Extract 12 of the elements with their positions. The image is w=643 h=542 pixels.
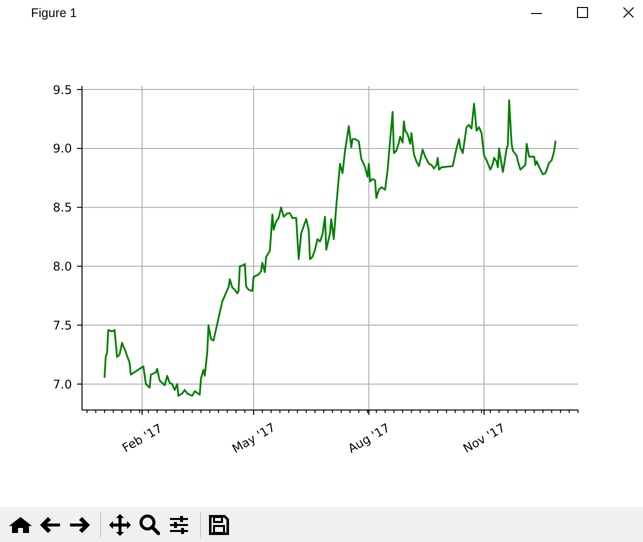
y-tick-label: 8.5 xyxy=(52,200,72,215)
y-tick-label: 7.0 xyxy=(52,377,72,392)
caption: Figure 1 xyxy=(31,5,77,21)
x-tick-label: Feb '17 xyxy=(120,421,165,456)
y-tick-label: 7.5 xyxy=(52,318,72,332)
x-tick-label: Nov '17 xyxy=(460,420,508,456)
x-tick-label: Aug '17 xyxy=(346,420,392,456)
line-series xyxy=(104,99,556,397)
y-tick-label: 8.0 xyxy=(52,260,72,274)
y-tick-label: 9.0 xyxy=(52,142,72,156)
x-tick-label: May '17 xyxy=(230,420,278,456)
y-tick-label: 9.5 xyxy=(52,82,72,97)
